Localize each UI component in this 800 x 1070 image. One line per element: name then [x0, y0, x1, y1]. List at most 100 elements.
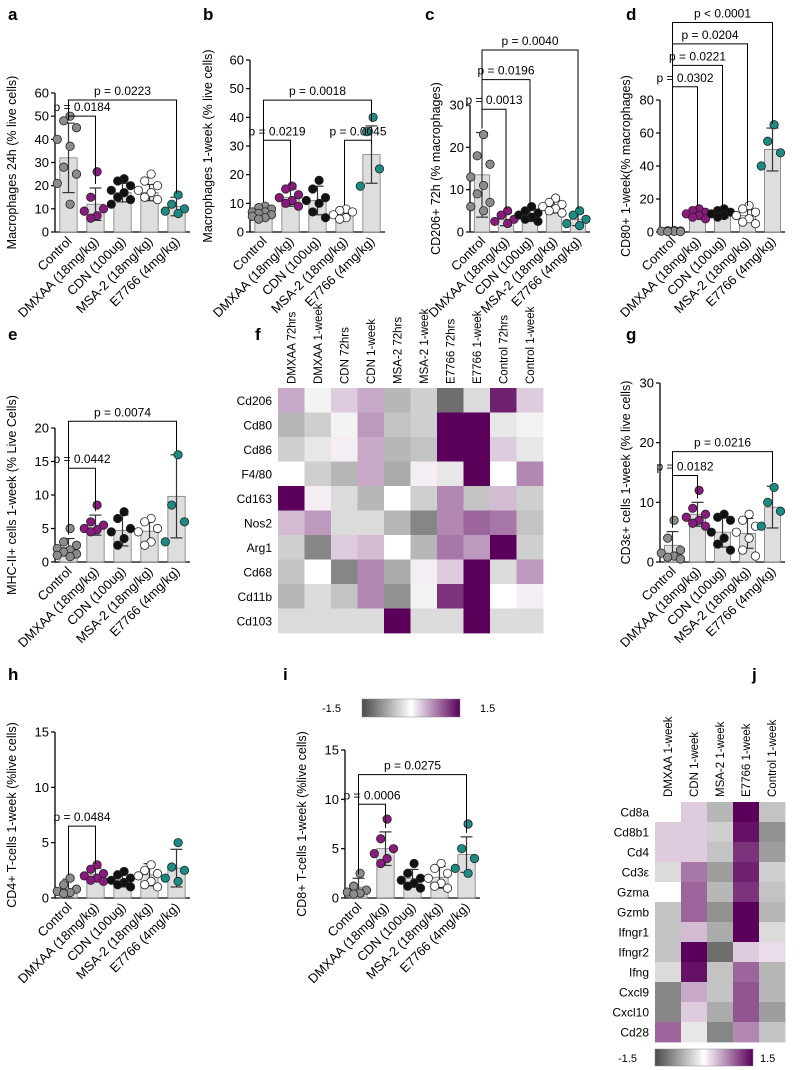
panel-a-data-point	[113, 192, 123, 202]
panel-a-data-point	[79, 206, 89, 216]
panel-e-data-point	[140, 517, 150, 527]
panel-j-heatmap-cell	[707, 842, 734, 863]
panel-f-row-label: F4/80	[241, 467, 272, 481]
panel-g-data-point	[713, 512, 723, 522]
panel-g-data-point	[675, 545, 686, 555]
panel-f-heatmap-cell	[304, 559, 332, 585]
panel-j-row-label: Ifngr2	[618, 946, 649, 960]
panel-c-data-point	[568, 210, 578, 220]
panel-i-data-point	[403, 881, 413, 891]
panel-a-data-point	[106, 185, 116, 195]
panel-a-data-point	[71, 169, 82, 179]
panel-h-ytick-label: 0	[42, 891, 49, 906]
panel-f-heatmap-cell	[278, 535, 305, 560]
panel-c-data-point	[485, 159, 495, 169]
panel-j-heatmap-cell	[681, 822, 708, 843]
panel-e-ytick-label: 10	[35, 488, 49, 503]
panel-d-ytick-label: 40	[640, 159, 654, 174]
panel-g-data-point	[663, 533, 673, 543]
panel-e-data-point	[152, 523, 163, 534]
panel-g-p-value: p = 0.0182	[656, 459, 713, 473]
panel-j-scale-max-label: 1.5	[760, 1053, 775, 1065]
panel-h-data-point	[173, 876, 183, 887]
panel-j-column-label: Control 1-week	[767, 719, 779, 797]
panel-j-scale-min-label: -1.5	[618, 1053, 637, 1065]
panel-j-heatmap-cell	[707, 942, 734, 963]
panel-f-heatmap-cell	[490, 486, 517, 511]
panel-h-data-point	[65, 873, 75, 883]
panel-j-heatmap-cell	[707, 1022, 734, 1043]
panel-e-data-point	[173, 450, 183, 460]
panel-j-heatmap-cell	[655, 822, 682, 843]
panel-f-column-label: E7766 72hrs	[445, 319, 457, 384]
panel-b-ytick-label: 60	[230, 53, 244, 68]
panel-j-heatmap-cell	[655, 882, 682, 903]
panel-c-data-point	[514, 210, 524, 220]
panel-f-row-label: Cd103	[237, 614, 273, 628]
panel-f-heatmap-cell	[304, 461, 332, 487]
panel-f-heatmap-cell	[331, 412, 358, 438]
panel-g-data-point	[756, 521, 766, 531]
panel-j-heatmap-cell	[707, 862, 734, 883]
panel-g-data-point	[750, 551, 761, 561]
panel-a-data-point	[71, 123, 82, 133]
panel-j-heatmap-cell	[655, 962, 682, 983]
panel-a-data-point	[140, 192, 150, 202]
panel-f-heatmap-cell	[304, 584, 332, 609]
panel-j-heatmap-cell	[707, 962, 734, 983]
panel-e-data-point	[65, 523, 75, 534]
panel-f-letter: f	[255, 325, 261, 344]
panel-c-data-point	[562, 218, 572, 229]
panel-h-significance-bracket	[68, 825, 96, 876]
panel-a-data-point	[65, 141, 75, 151]
panel-f-row-label: Cd206	[237, 394, 273, 408]
panel-b-ytick-label: 50	[230, 81, 244, 96]
panel-i-data-point	[382, 814, 392, 824]
panel-j-heatmap-cell	[681, 802, 708, 823]
panel-i-ytick-label: 10	[325, 792, 339, 807]
panel-j-heatmap-cell	[759, 802, 786, 823]
panel-f-heatmap-cell	[463, 510, 491, 536]
panel-h-data-point	[86, 864, 96, 874]
panel-j-heatmap-cell	[655, 802, 682, 823]
panel-f-heatmap-cell	[437, 437, 464, 462]
panel-e-ytick-label: 5	[42, 521, 49, 536]
panel-j-heatmap-cell	[759, 982, 786, 1003]
panel-h-data-point	[173, 838, 183, 848]
panel-a-data-point	[98, 204, 109, 214]
panel-b-data-point	[301, 195, 311, 206]
panel-d-p-value: p = 0.0221	[669, 49, 726, 63]
panel-g-data-point	[713, 539, 723, 549]
panel-j-heatmap-cell	[655, 842, 682, 863]
panel-g-data-point	[719, 533, 729, 543]
panel-j-row-label: Cd3ε	[622, 866, 650, 880]
panel-j-color-scale	[654, 1048, 754, 1067]
panel-f-heatmap-cell	[357, 535, 385, 560]
panel-i-data-point	[355, 868, 365, 878]
panel-j-column-label: MSA-2 1-week	[715, 721, 727, 797]
panel-e-letter: e	[8, 325, 17, 344]
panel-d-data-point	[675, 227, 686, 237]
panel-j-heatmap-cell	[707, 982, 734, 1003]
panel-f-heatmap-cell	[410, 412, 438, 438]
panel-f-heatmap-cell	[278, 510, 305, 536]
panel-f-heatmap-cell	[410, 535, 438, 560]
panel-c-data-point	[574, 221, 585, 231]
panel-i-data-point	[369, 848, 379, 859]
panel-f-heatmap-cell	[384, 584, 411, 609]
panel-h-data-point	[86, 875, 96, 885]
panel-f-heatmap-cell	[490, 412, 517, 438]
panel-f-heatmap-cell	[437, 559, 464, 585]
panel-g-data-point	[738, 545, 748, 555]
panel-d-p-value: p = 0.0204	[681, 28, 738, 42]
panel-d-p-value: p = 0.0302	[656, 71, 713, 85]
panel-b-ylabel: Macrophages 1-week (% live cells)	[201, 49, 215, 242]
panel-g-data-point	[744, 509, 754, 519]
panel-h-data-point	[113, 870, 123, 880]
panel-c-data-point	[581, 214, 591, 224]
panel-j-column-label: E7766 1-week	[741, 723, 753, 797]
panel-d-significance-bracket	[672, 86, 698, 227]
panel-h-data-point	[167, 862, 177, 872]
panel-d-data-point	[663, 226, 673, 237]
panel-f-heatmap-cell	[410, 608, 438, 634]
